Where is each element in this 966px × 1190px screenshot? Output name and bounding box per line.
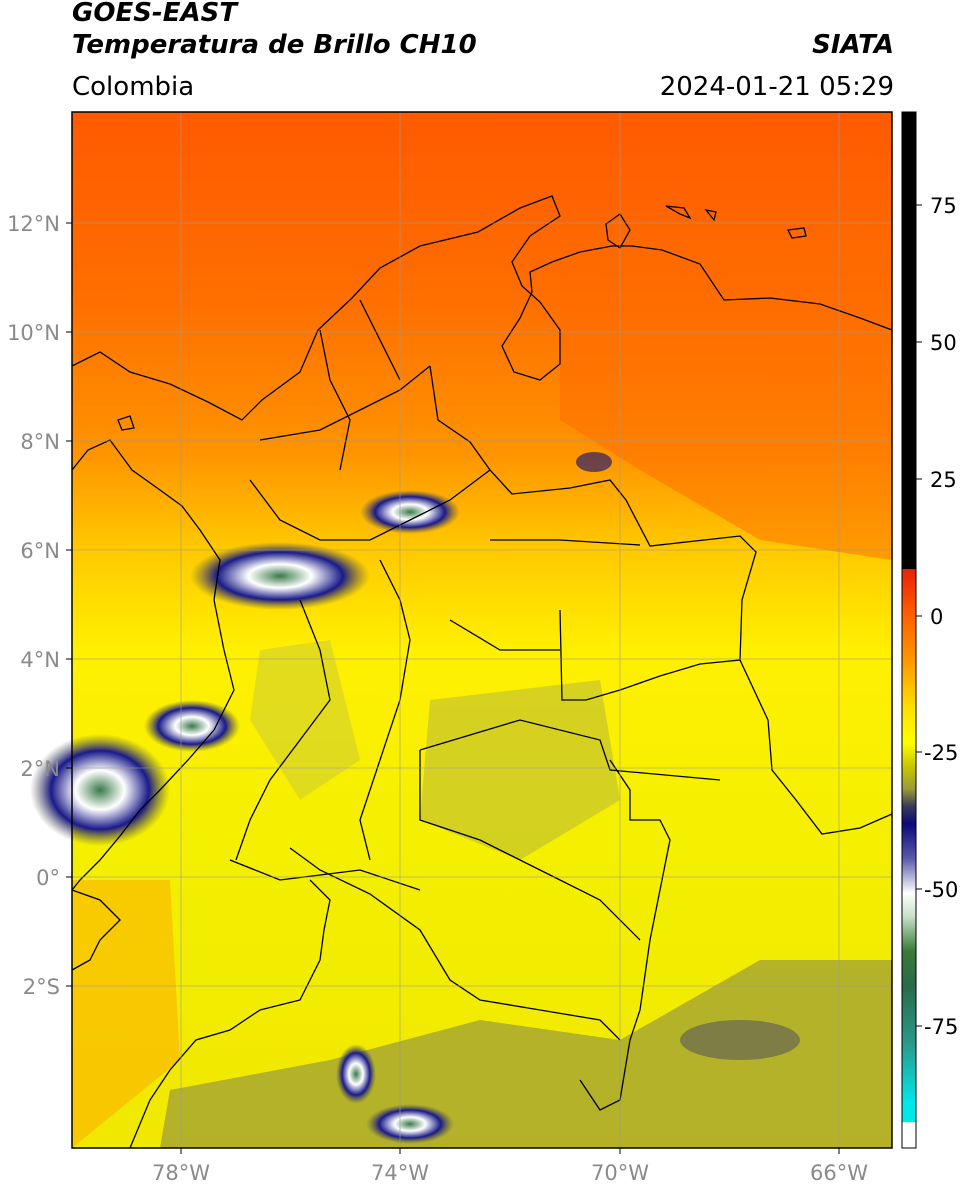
lat-ticks — [66, 222, 840, 1154]
region-label: Colombia — [72, 72, 195, 102]
lon-labels: 78°W 74°W 70°W 66°W — [152, 1161, 868, 1185]
graticule — [72, 112, 892, 1148]
cloud-cluster-central — [190, 542, 370, 610]
product-title: Temperatura de Brillo CH10 — [72, 30, 477, 60]
colorbar-label: 0 — [930, 605, 943, 629]
cloud-cluster-north — [360, 490, 460, 534]
colorbar-frame — [901, 111, 917, 1149]
lat-label: 4°N — [20, 648, 60, 672]
colorbar-label: -50 — [924, 878, 958, 902]
warm-sea-region — [560, 230, 892, 560]
cloud-cluster-south — [336, 1044, 376, 1104]
colorbar-black-segment — [902, 112, 916, 569]
satellite-title: GOES-EAST — [72, 0, 238, 28]
cloud-cluster-pacific — [144, 700, 240, 752]
agency-label: SIATA — [812, 30, 894, 60]
lat-label: 8°N — [20, 430, 60, 454]
lat-label: 6°N — [20, 539, 60, 563]
colorbar-label: -75 — [924, 1015, 958, 1039]
lon-label: 78°W — [152, 1161, 210, 1185]
lat-label: 0° — [36, 866, 60, 890]
colorbar-labels: 75 50 25 0 -25 -50 -75 — [924, 194, 958, 1039]
lat-label: 10°N — [7, 321, 60, 345]
pacific-warm-region — [72, 880, 180, 1148]
olive-area-east — [420, 680, 620, 860]
cloud-small-north — [576, 452, 612, 472]
lat-labels: 12°N 10°N 8°N 6°N 4°N 2°N 0° 2°S — [7, 212, 60, 999]
olive-area-andes — [250, 640, 360, 800]
colorbar-label: -25 — [924, 741, 958, 765]
lon-label: 74°W — [371, 1161, 429, 1185]
colorbar-gradient — [902, 569, 916, 1148]
colorbar-label: 25 — [930, 468, 957, 492]
map-frame — [71, 111, 893, 1149]
colorbar-label: 75 — [930, 194, 957, 218]
lat-label: 12°N — [7, 212, 60, 236]
coastlines-borders — [71, 195, 893, 1149]
cloud-south-east — [680, 1020, 800, 1060]
lon-label: 66°W — [810, 1161, 868, 1185]
cloud-cluster-south-2 — [366, 1104, 454, 1144]
colorbar-ticks — [916, 204, 922, 1027]
cloud-cluster-southwest — [30, 734, 170, 846]
datetime-label: 2024-01-21 05:29 — [659, 72, 894, 102]
lon-label: 70°W — [591, 1161, 649, 1185]
lat-label: 2°N — [20, 757, 60, 781]
colorbar-label: 50 — [930, 331, 957, 355]
lat-label: 2°S — [23, 975, 60, 999]
olive-area-south — [160, 960, 892, 1148]
